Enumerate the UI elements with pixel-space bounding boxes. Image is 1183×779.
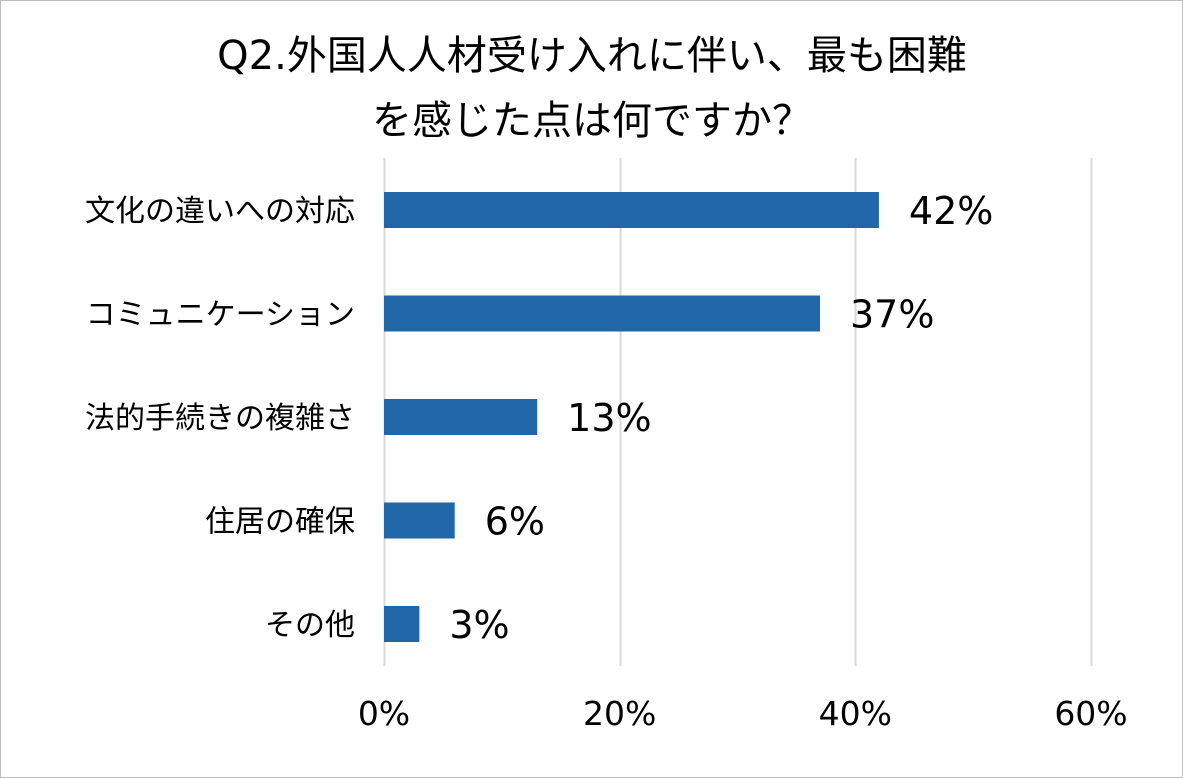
data-label-1: 37% [850,293,934,337]
data-label-0: 42% [909,189,993,233]
bar-3 [384,503,455,539]
category-label-2: 法的手続きの複雑さ [85,401,355,436]
data-label-2: 13% [567,396,651,440]
data-label-4: 3% [449,603,509,647]
category-label-1: コミュニケーション [86,298,355,333]
category-label-3: 住居の確保 [205,505,355,540]
category-label-4: その他 [265,608,355,643]
chart-title-line-1: Q2.外国人人材受け入れに伴い、最も困難 [217,33,967,79]
data-label-3: 6% [485,500,545,544]
bar-2 [384,399,537,435]
x-tick-label-20: 20% [583,694,656,733]
bar-1 [384,296,820,332]
x-axis-tick-labels: 0% 20% 40% 60% [358,694,1128,733]
x-tick-label-0: 0% [358,694,410,733]
chart-title: Q2.外国人人材受け入れに伴い、最も困難 を感じた点は何ですか？ [217,33,967,144]
x-tick-label-40: 40% [819,694,892,733]
bar-4 [384,606,419,642]
category-label-0: 文化の違いへの対応 [85,194,355,229]
chart-title-line-2: を感じた点は何ですか？ [372,98,812,144]
x-tick-label-60: 60% [1054,694,1127,733]
bar-0 [384,192,879,228]
